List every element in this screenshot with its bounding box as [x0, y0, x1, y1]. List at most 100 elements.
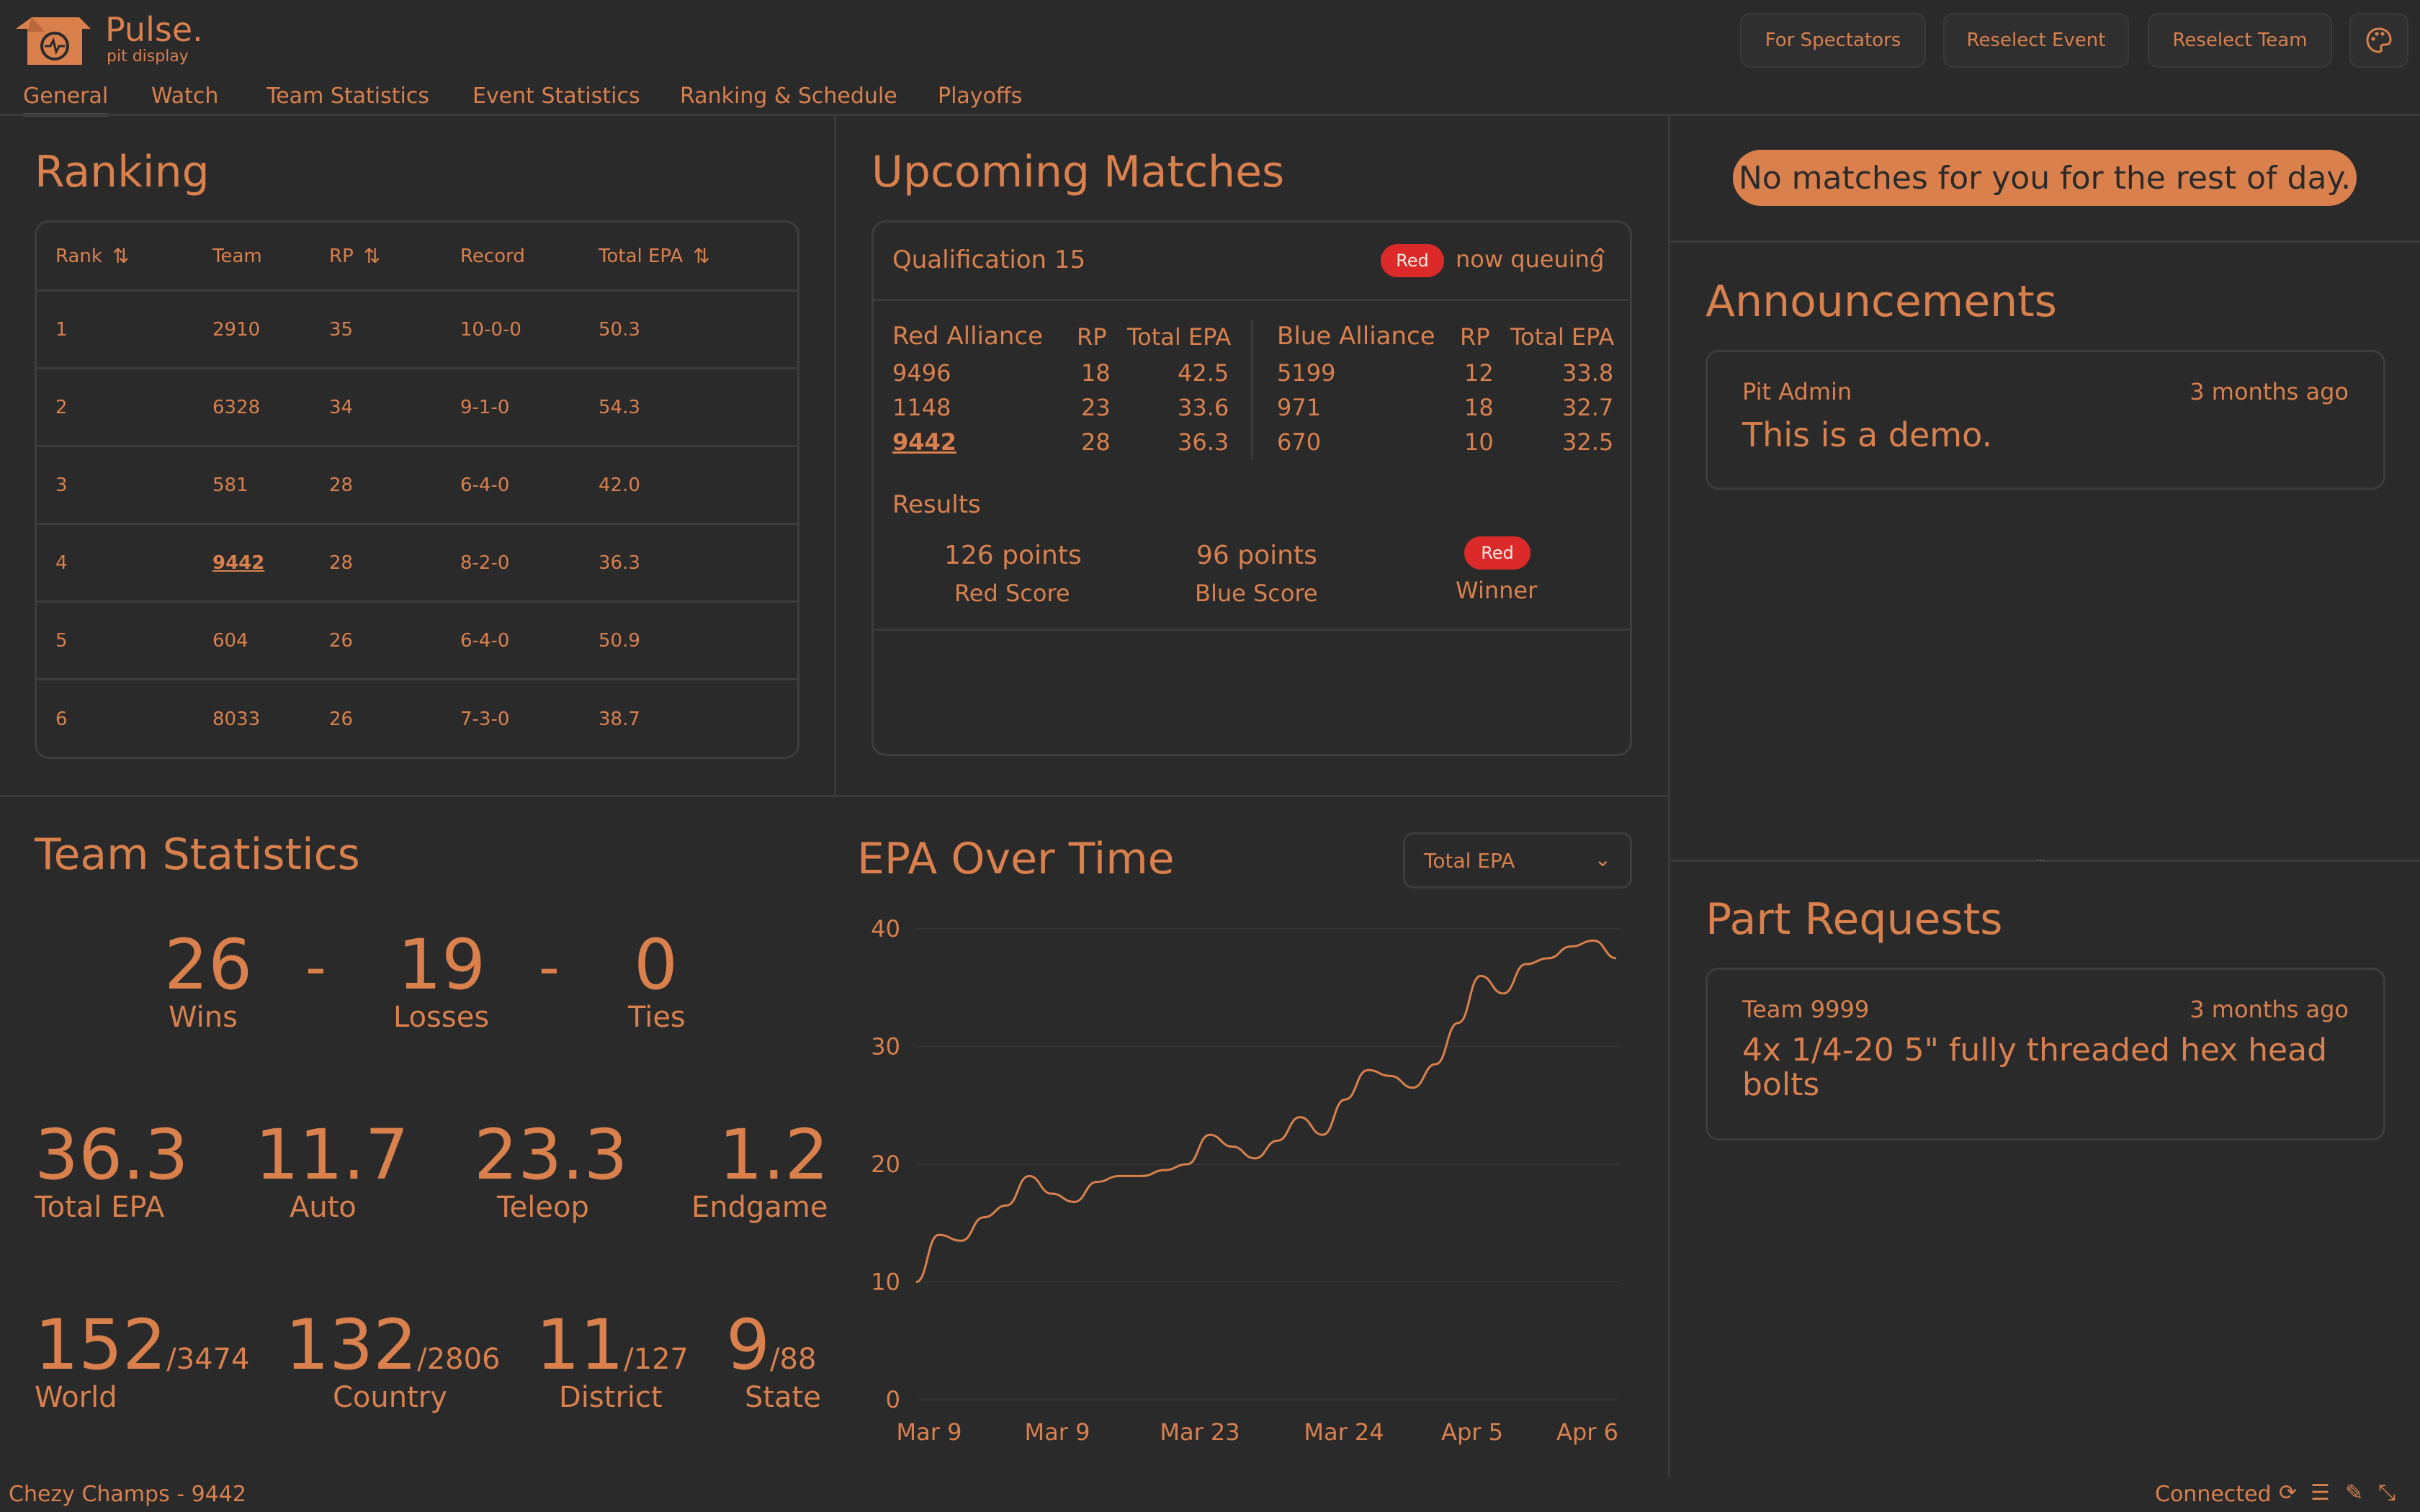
tab-event-statistics[interactable]: Event Statistics [472, 84, 640, 109]
table-row: 3 581 28 6-4-0 42.0 [37, 447, 797, 525]
column-header-record: Record [460, 245, 525, 267]
announcement-author: Pit Admin [1742, 378, 1852, 405]
sort-icon[interactable]: ⇅ [363, 244, 381, 268]
tab-ranking-schedule[interactable]: Ranking & Schedule [680, 84, 897, 109]
blue-alliance-label: Blue Alliance [1277, 322, 1435, 351]
red-rp: 23 [1081, 394, 1111, 421]
epa-metric-value: Total EPA [1424, 848, 1515, 873]
event-team-label: Chezy Champs - 9442 [9, 1482, 246, 1507]
red-epa: 42.5 [1178, 359, 1229, 387]
red-alliance-label: Red Alliance [892, 322, 1043, 351]
part-request-author: Team 9999 [1742, 996, 1870, 1023]
chevron-up-icon[interactable]: ⌃ [1591, 244, 1610, 269]
resize-handle-icon[interactable]: ⋯ [2035, 855, 2045, 866]
no-matches-banner: No matches for you for the rest of day. [1733, 150, 2357, 206]
rank-cell: 3 [55, 474, 68, 496]
blue-epa-header: Total EPA [1510, 323, 1615, 351]
red-rp: 28 [1081, 428, 1111, 456]
palette-icon [2366, 27, 2392, 53]
red-rp-header: RP [1077, 323, 1107, 351]
epa-cell: 36.3 [599, 552, 640, 574]
tab-playoffs[interactable]: Playoffs [938, 84, 1023, 109]
x-tick-label: Apr 5 [1441, 1418, 1503, 1446]
state-rank: 9/88 [726, 1305, 817, 1385]
match-card-bottom-divider [874, 629, 1630, 631]
rank-cell: 1 [55, 318, 68, 341]
x-tick-label: Mar 24 [1304, 1418, 1384, 1446]
epa-series-line [915, 939, 1617, 1283]
table-row: 4 9442 28 8-2-0 36.3 [37, 525, 797, 603]
sort-icon[interactable]: ⇅ [112, 244, 130, 268]
match-card-divider [874, 299, 1630, 301]
blue-rp: 18 [1464, 394, 1494, 421]
part-request-time: 3 months ago [2190, 996, 2349, 1023]
epa-cell: 54.3 [599, 396, 640, 418]
winner-badge: Red [1464, 536, 1531, 570]
column-header-rp[interactable]: RP ⇅ [329, 244, 381, 268]
vertical-divider-right [1668, 114, 1670, 1477]
blue-epa: 33.8 [1562, 359, 1614, 387]
y-tick-label: 20 [871, 1151, 900, 1178]
teleop-epa-value: 23.3 [474, 1115, 628, 1195]
epa-over-time-title: EPA Over Time [857, 834, 1175, 884]
column-header-rank[interactable]: Rank ⇅ [55, 244, 130, 268]
blue-epa: 32.5 [1562, 428, 1614, 456]
blue-rp: 10 [1464, 428, 1494, 456]
y-tick-label: 40 [871, 915, 900, 942]
country-rank-label: Country [333, 1381, 447, 1414]
wins-label: Wins [169, 1001, 238, 1034]
tab-general[interactable]: General [23, 84, 109, 117]
chart-grid [916, 928, 1621, 1400]
record-separator: - [539, 934, 560, 1001]
alliance-badge: Red [1381, 244, 1444, 277]
alliance-divider [1251, 319, 1253, 460]
endgame-epa-label: Endgame [691, 1191, 828, 1224]
refresh-icon[interactable]: ⟳ [2279, 1480, 2298, 1506]
y-tick-label: 30 [871, 1033, 900, 1061]
world-rank-label: World [35, 1381, 117, 1414]
losses-label: Losses [393, 1001, 490, 1034]
match-name: Qualification 15 [892, 246, 1086, 274]
reselect-team-button[interactable]: Reselect Team [2148, 13, 2332, 68]
tab-watch[interactable]: Watch [151, 84, 219, 109]
total-epa-value: 36.3 [35, 1115, 189, 1195]
team-statistics-title: Team Statistics [35, 829, 360, 880]
district-rank: 11/127 [536, 1305, 689, 1385]
winner-label: Winner [1456, 577, 1538, 604]
brush-icon[interactable]: ✎ [2345, 1480, 2364, 1506]
upcoming-matches-title: Upcoming Matches [871, 147, 1285, 197]
total-epa-label: Total EPA [35, 1191, 165, 1224]
epa-cell: 42.0 [599, 474, 640, 496]
x-tick-label: Mar 9 [1025, 1418, 1090, 1446]
y-axis-ticks: 0 10 20 30 40 [871, 915, 900, 1413]
logo-icon [10, 14, 91, 68]
horizontal-divider-right-top [1670, 240, 2420, 243]
fullscreen-icon[interactable]: ⤡ [2378, 1480, 2396, 1506]
theme-palette-button[interactable] [2349, 13, 2408, 68]
column-header-total-epa[interactable]: Total EPA ⇅ [599, 244, 710, 268]
state-rank-label: State [745, 1381, 821, 1414]
red-epa: 36.3 [1178, 428, 1229, 456]
horizontal-divider-left [0, 795, 1668, 797]
teleop-epa-label: Teleop [497, 1191, 589, 1224]
record-cell: 10-0-0 [460, 318, 521, 341]
red-team-highlighted[interactable]: 9442 [892, 428, 957, 456]
announcement-text: This is a demo. [1742, 415, 1993, 454]
epa-cell: 38.7 [599, 708, 640, 730]
red-score-label: Red Score [954, 580, 1070, 607]
team-cell: 2910 [212, 318, 261, 341]
red-team: 9496 [892, 359, 951, 387]
list-icon[interactable]: ☰ [2311, 1480, 2330, 1506]
reselect-event-button[interactable]: Reselect Event [1943, 13, 2129, 68]
losses-value: 19 [398, 924, 486, 1005]
horizontal-divider-right-mid [1670, 860, 2420, 862]
for-spectators-button[interactable]: For Spectators [1740, 13, 1926, 68]
sort-icon[interactable]: ⇅ [693, 244, 710, 268]
red-epa: 33.6 [1178, 394, 1229, 421]
table-row: 2 6328 34 9-1-0 54.3 [37, 369, 797, 447]
rp-cell: 28 [329, 474, 354, 496]
tab-team-statistics[interactable]: Team Statistics [266, 84, 429, 109]
team-cell-highlighted[interactable]: 9442 [212, 552, 265, 574]
record-separator: - [305, 934, 326, 1001]
epa-metric-select[interactable]: Total EPA ⌄ [1403, 832, 1632, 888]
